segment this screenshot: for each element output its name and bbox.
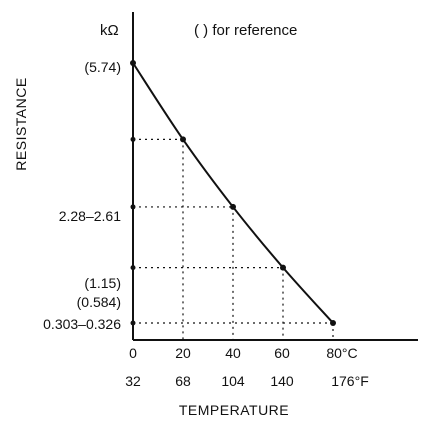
data-points [130, 60, 336, 326]
x-tick-label-c: 60 [274, 345, 290, 361]
x-tick-label-f: 68 [175, 373, 191, 389]
data-point [230, 203, 236, 210]
x-tick-label-f: 176°F [331, 373, 369, 389]
x-tick-label-c: 80°C [326, 345, 357, 361]
y-tick-label: 0.303–0.326 [43, 316, 121, 332]
resistance-curve [132, 62, 334, 324]
x-tick-label-c: 20 [175, 345, 191, 361]
reference-note: ( ) for reference [194, 22, 297, 39]
y-tick-mark [130, 265, 136, 271]
y-tick-mark [130, 136, 136, 142]
x-tick-label-f: 140 [270, 373, 294, 389]
y-tick-label: (1.15) [84, 275, 121, 291]
data-point [330, 320, 336, 326]
guide-lines [133, 138, 334, 340]
y-axis-title: RESISTANCE [13, 77, 29, 170]
y-unit-label: kΩ [100, 22, 119, 39]
x-axis-title: TEMPERATURE [179, 402, 289, 418]
y-tick-mark [130, 204, 136, 210]
y-tick-label: 2.28–2.61 [59, 208, 121, 224]
y-tick-label: (0.584) [77, 294, 121, 310]
x-tick-label-c: 40 [225, 345, 241, 361]
x-tick-label-c: 0 [129, 345, 137, 361]
y-tick-label: (5.74) [84, 59, 121, 75]
data-point [180, 136, 186, 143]
y-tick-mark [130, 60, 136, 66]
x-tick-label-f: 32 [125, 373, 141, 389]
y-tick-mark [130, 320, 136, 326]
data-point [280, 264, 286, 271]
x-tick-label-f: 104 [221, 373, 245, 389]
